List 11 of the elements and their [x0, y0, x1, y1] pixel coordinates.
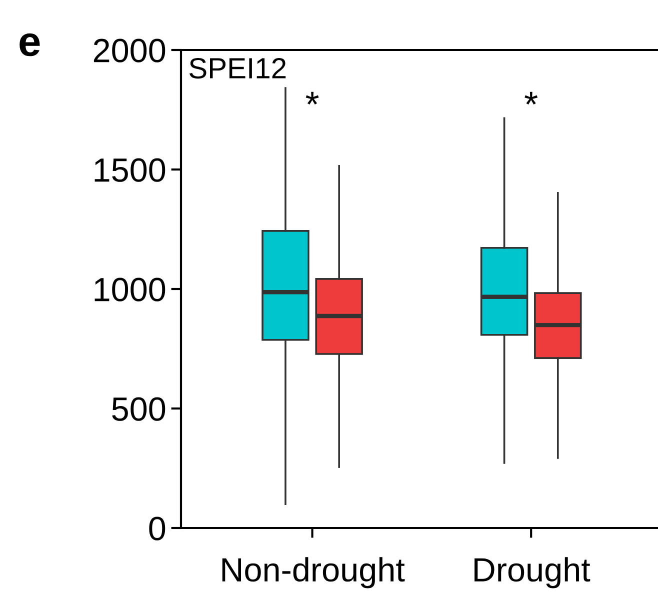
x-tick-label: Non-drought	[222, 557, 405, 588]
y-tick-label: 1500	[94, 158, 166, 182]
y-tick-label: 500	[112, 397, 166, 421]
text: e	[20, 33, 40, 56]
annotation: SPEI12	[189, 58, 286, 79]
annotation: *	[524, 92, 538, 105]
x-tick-label: Drought	[474, 557, 590, 588]
annotation: *	[306, 92, 319, 105]
y-tick-label: 0	[149, 516, 166, 540]
y-tick-label: 1000	[94, 278, 166, 302]
y-tick-label: 2000	[94, 38, 166, 62]
